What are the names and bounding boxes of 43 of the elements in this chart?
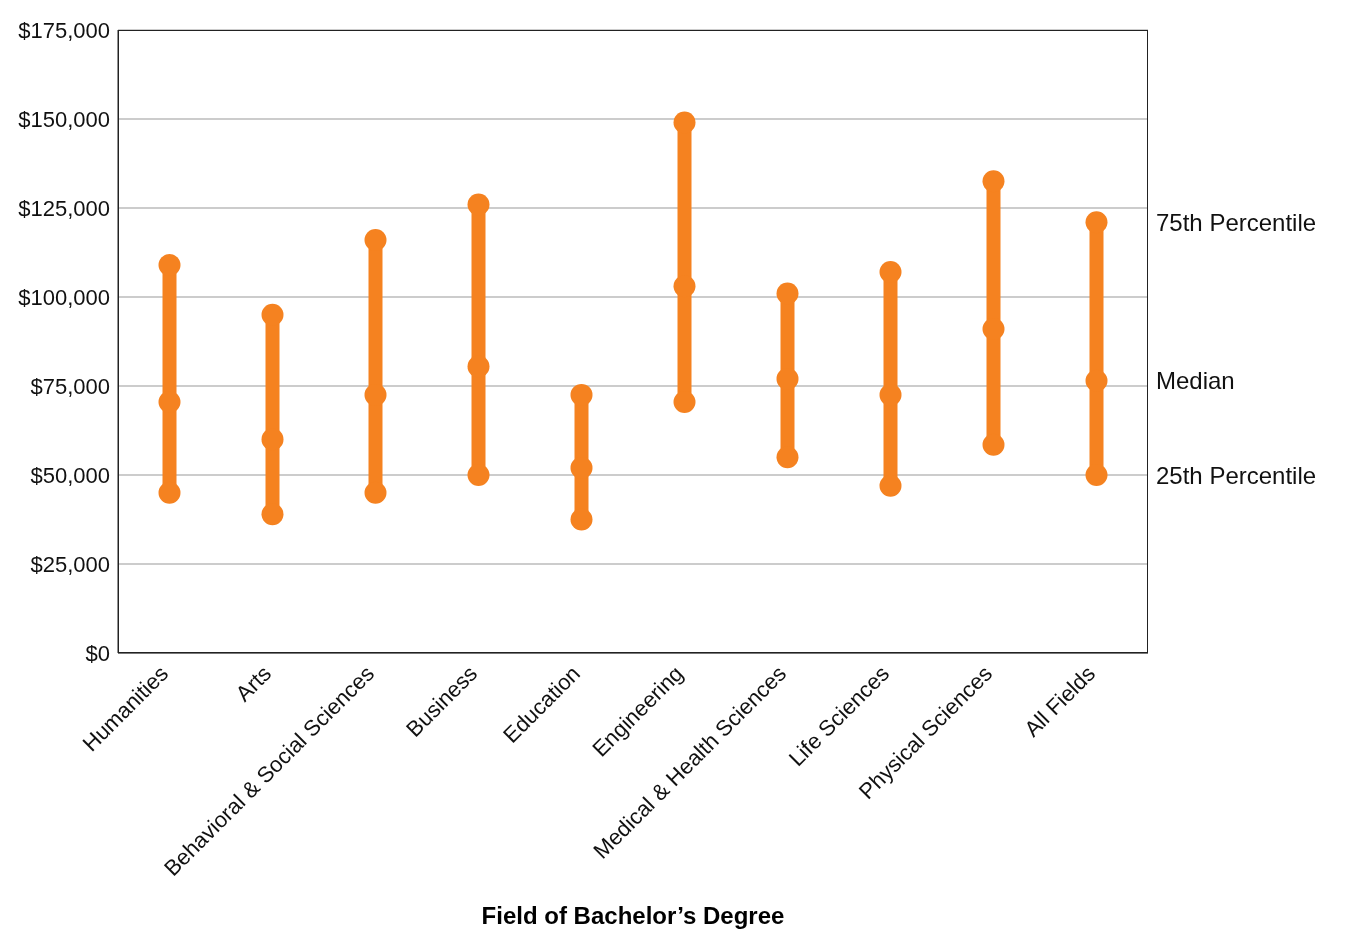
y-tick-label: $75,000 bbox=[30, 373, 110, 399]
point bbox=[570, 383, 593, 406]
y-tick-label: $125,000 bbox=[18, 195, 110, 221]
y-tick-label: $50,000 bbox=[30, 462, 110, 488]
y-tick-label: $100,000 bbox=[18, 284, 110, 310]
point bbox=[158, 481, 181, 504]
point bbox=[1085, 369, 1108, 392]
point bbox=[364, 383, 387, 406]
point bbox=[261, 428, 284, 451]
point bbox=[982, 170, 1005, 193]
point bbox=[776, 367, 799, 390]
point bbox=[261, 303, 284, 326]
y-tick-label: $25,000 bbox=[30, 551, 110, 577]
point bbox=[261, 503, 284, 526]
y-tick-label: $0 bbox=[85, 640, 110, 666]
text: Median bbox=[1156, 367, 1235, 395]
x-axis-title: Field of Bachelor’s Degree bbox=[480, 902, 786, 930]
point bbox=[467, 355, 490, 378]
y-tick-label: $175,000 bbox=[18, 17, 110, 43]
point bbox=[879, 261, 902, 284]
text: 75th Percentile bbox=[1156, 208, 1317, 236]
point bbox=[879, 474, 902, 497]
point bbox=[467, 464, 490, 486]
point bbox=[364, 481, 387, 504]
x-tick-label: Arts bbox=[230, 660, 277, 707]
point bbox=[570, 508, 593, 531]
point bbox=[467, 193, 490, 216]
point bbox=[158, 253, 181, 276]
point bbox=[982, 318, 1005, 341]
point bbox=[982, 433, 1005, 456]
y-tick-label: $150,000 bbox=[18, 106, 110, 132]
point bbox=[673, 275, 696, 298]
point bbox=[673, 391, 696, 414]
point bbox=[158, 391, 181, 414]
point bbox=[1085, 211, 1108, 234]
point bbox=[1085, 464, 1108, 486]
point bbox=[879, 383, 902, 406]
point bbox=[570, 456, 593, 479]
point bbox=[673, 111, 696, 134]
point bbox=[364, 229, 387, 252]
text: 25th Percentile bbox=[1156, 461, 1317, 489]
point bbox=[776, 446, 799, 469]
point bbox=[776, 282, 799, 305]
